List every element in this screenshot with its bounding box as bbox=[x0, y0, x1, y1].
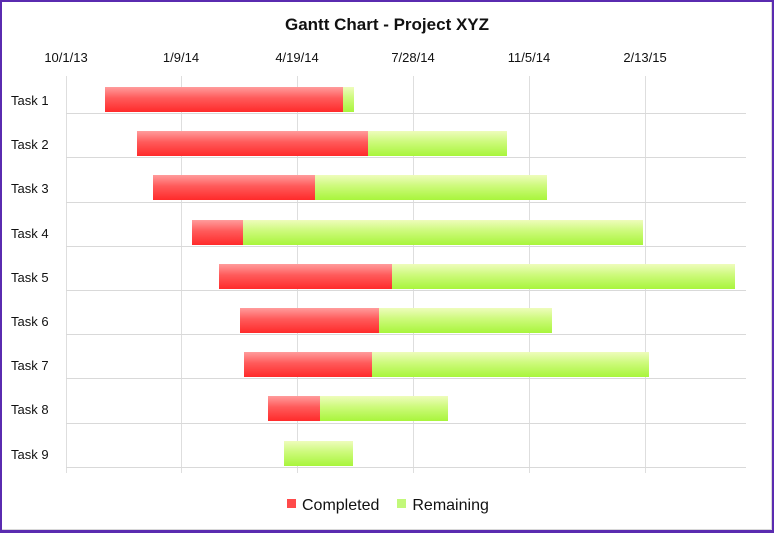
legend-label-completed: Completed bbox=[302, 497, 380, 514]
legend: Completed Remaining bbox=[287, 497, 507, 515]
row-separator bbox=[66, 290, 746, 291]
row-separator bbox=[66, 334, 746, 335]
bar-remaining[interactable] bbox=[368, 131, 507, 156]
x-tick-label: 7/28/14 bbox=[391, 50, 435, 65]
bar-completed[interactable] bbox=[105, 87, 343, 112]
bar-remaining[interactable] bbox=[243, 220, 643, 245]
task-label: Task 4 bbox=[11, 225, 49, 241]
bar-remaining[interactable] bbox=[343, 87, 354, 112]
x-tick-label: 11/5/14 bbox=[507, 50, 551, 65]
bar-remaining[interactable] bbox=[284, 441, 353, 466]
task-label: Task 3 bbox=[11, 181, 49, 197]
bar-completed[interactable] bbox=[219, 264, 392, 289]
row-separator bbox=[66, 378, 746, 379]
legend-item-remaining[interactable]: Remaining bbox=[397, 497, 489, 515]
completed-swatch-icon bbox=[287, 498, 296, 508]
row-separator bbox=[66, 202, 746, 203]
vertical-gridline bbox=[66, 76, 67, 473]
chart-title: Gantt Chart - Project XYZ bbox=[284, 15, 490, 34]
task-label: Task 5 bbox=[11, 269, 49, 285]
row-separator bbox=[66, 113, 746, 114]
x-tick-label: 10/1/13 bbox=[44, 50, 88, 65]
row-separator bbox=[66, 423, 746, 424]
bar-completed[interactable] bbox=[240, 308, 379, 333]
x-tick-label: 2/13/15 bbox=[623, 50, 667, 65]
x-tick-label: 1/9/14 bbox=[162, 50, 200, 65]
bar-remaining[interactable] bbox=[372, 352, 649, 377]
task-label: Task 9 bbox=[11, 446, 49, 462]
row-separator bbox=[66, 467, 746, 468]
task-label: Task 7 bbox=[11, 358, 49, 374]
vertical-gridline bbox=[181, 76, 182, 473]
row-separator bbox=[66, 246, 746, 247]
x-tick-label: 4/19/14 bbox=[275, 50, 319, 65]
bar-completed[interactable] bbox=[192, 220, 243, 245]
bar-remaining[interactable] bbox=[379, 308, 552, 333]
frame-inner-edge bbox=[771, 2, 772, 530]
bar-remaining[interactable] bbox=[392, 264, 735, 289]
row-separator bbox=[66, 157, 746, 158]
task-label: Task 8 bbox=[11, 402, 49, 418]
task-label: Task 6 bbox=[11, 314, 49, 329]
frame-inner-bottom bbox=[2, 529, 772, 530]
remaining-swatch-icon bbox=[397, 498, 407, 508]
bar-completed[interactable] bbox=[268, 396, 320, 421]
task-label: Task 2 bbox=[11, 137, 49, 153]
bar-completed[interactable] bbox=[153, 175, 315, 200]
bar-completed[interactable] bbox=[137, 131, 368, 156]
task-label: Task 1 bbox=[11, 93, 49, 108]
legend-item-completed[interactable]: Completed bbox=[287, 497, 379, 515]
bar-remaining[interactable] bbox=[315, 175, 547, 200]
bar-completed[interactable] bbox=[244, 352, 372, 377]
bar-remaining[interactable] bbox=[320, 396, 448, 421]
legend-label-remaining: Remaining bbox=[412, 497, 489, 514]
